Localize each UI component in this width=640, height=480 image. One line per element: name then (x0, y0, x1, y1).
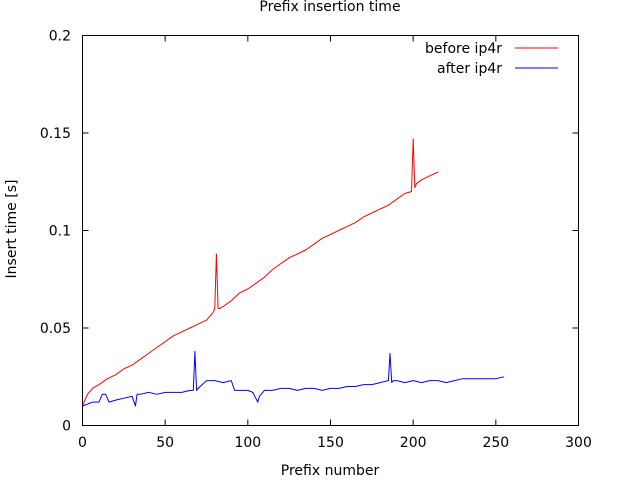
x-tick-label: 0 (78, 435, 87, 451)
x-tick-label: 200 (400, 435, 427, 451)
x-tick-label: 50 (156, 435, 174, 451)
y-tick-label: 0.1 (49, 224, 71, 240)
x-tick-label: 300 (565, 435, 592, 451)
legend-label-1: before ip4r (425, 41, 502, 57)
x-tick-label: 150 (317, 435, 344, 451)
legend-label-2: after ip4r (437, 61, 502, 77)
legend: before ip4r after ip4r (425, 41, 558, 77)
y-axis-label: Insert time [s] (4, 180, 20, 279)
y-tick-label: 0.05 (40, 321, 71, 337)
x-axis-label: Prefix number (281, 463, 380, 479)
series-lines (82, 138, 505, 407)
plot-frame (82, 35, 579, 426)
x-tick-label: 250 (482, 435, 509, 451)
x-tick-label: 100 (234, 435, 261, 451)
y-tick-label: 0 (62, 419, 71, 435)
series-line-2 (82, 350, 505, 407)
axis-ticks: 0 50 100 150 200 250 300 0 0.05 0.1 0.15 0.2 (40, 29, 592, 452)
y-tick-label: 0.15 (40, 126, 71, 142)
chart-title: Prefix insertion time (259, 0, 400, 15)
series-line-1 (82, 138, 439, 407)
y-tick-label: 0.2 (49, 29, 71, 45)
